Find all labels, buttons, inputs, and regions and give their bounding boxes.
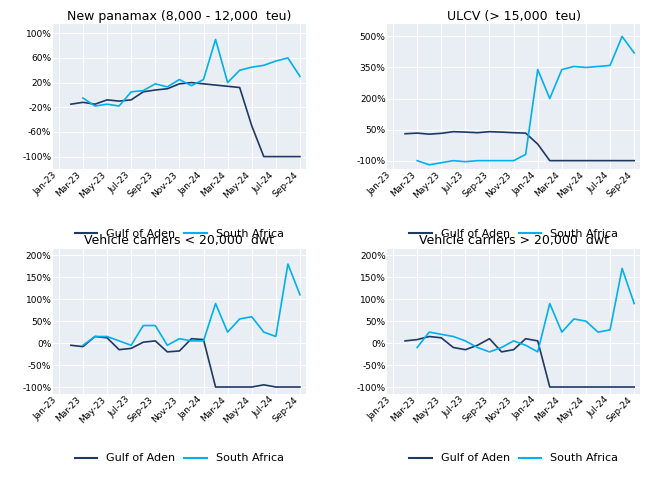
Title: Vehicle carriers < 20,000  dwt: Vehicle carriers < 20,000 dwt bbox=[84, 235, 275, 248]
Title: Vehicle carriers > 20,000  dwt: Vehicle carriers > 20,000 dwt bbox=[418, 235, 609, 248]
Legend: Gulf of Aden, South Africa: Gulf of Aden, South Africa bbox=[75, 229, 284, 239]
Legend: Gulf of Aden, South Africa: Gulf of Aden, South Africa bbox=[75, 454, 284, 463]
Title: New panamax (8,000 - 12,000  teu): New panamax (8,000 - 12,000 teu) bbox=[67, 10, 292, 23]
Legend: Gulf of Aden, South Africa: Gulf of Aden, South Africa bbox=[409, 454, 618, 463]
Legend: Gulf of Aden, South Africa: Gulf of Aden, South Africa bbox=[409, 229, 618, 239]
Title: ULCV (> 15,000  teu): ULCV (> 15,000 teu) bbox=[447, 10, 581, 23]
